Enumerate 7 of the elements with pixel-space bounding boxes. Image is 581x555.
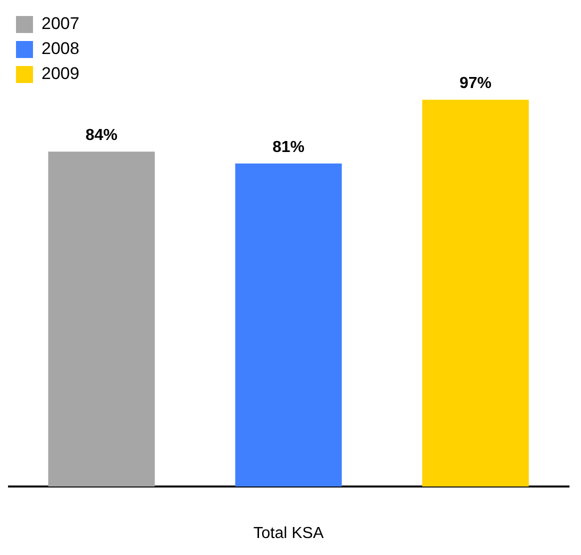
- data-label: 84%: [85, 126, 118, 144]
- legend-label: 2008: [42, 39, 80, 58]
- x-axis-title: Total KSA: [253, 524, 324, 542]
- data-label: 81%: [272, 138, 305, 156]
- legend-label: 2009: [42, 64, 80, 84]
- data-label: 97%: [459, 75, 492, 92]
- legend-label: 2007: [42, 14, 80, 34]
